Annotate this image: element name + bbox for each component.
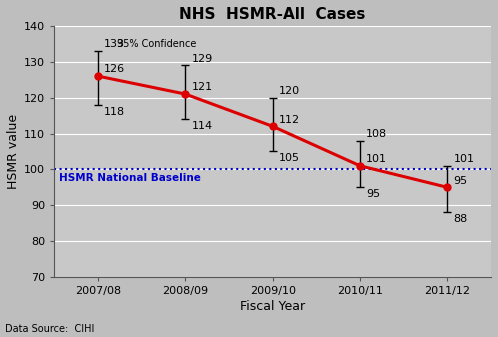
Text: 121: 121 — [191, 82, 213, 92]
Text: 112: 112 — [279, 115, 300, 125]
Text: 95: 95 — [454, 176, 468, 186]
Text: 114: 114 — [191, 121, 213, 131]
Text: 118: 118 — [104, 106, 125, 117]
Text: HSMR National Baseline: HSMR National Baseline — [59, 173, 201, 183]
X-axis label: Fiscal Year: Fiscal Year — [240, 300, 305, 313]
Text: 105: 105 — [279, 153, 300, 163]
Text: 133: 133 — [104, 39, 125, 49]
Text: 120: 120 — [279, 86, 300, 96]
Text: Data Source:  CIHI: Data Source: CIHI — [5, 324, 94, 334]
Title: NHS  HSMR-All  Cases: NHS HSMR-All Cases — [179, 7, 366, 22]
Text: 95% Confidence: 95% Confidence — [117, 39, 197, 49]
Text: 129: 129 — [191, 54, 213, 64]
Y-axis label: HSMR value: HSMR value — [7, 114, 20, 189]
Text: 88: 88 — [454, 214, 468, 224]
Text: 101: 101 — [366, 154, 387, 164]
Text: 126: 126 — [104, 64, 125, 74]
Text: 108: 108 — [366, 129, 387, 139]
Text: 101: 101 — [454, 154, 475, 164]
Text: 95: 95 — [366, 189, 380, 199]
